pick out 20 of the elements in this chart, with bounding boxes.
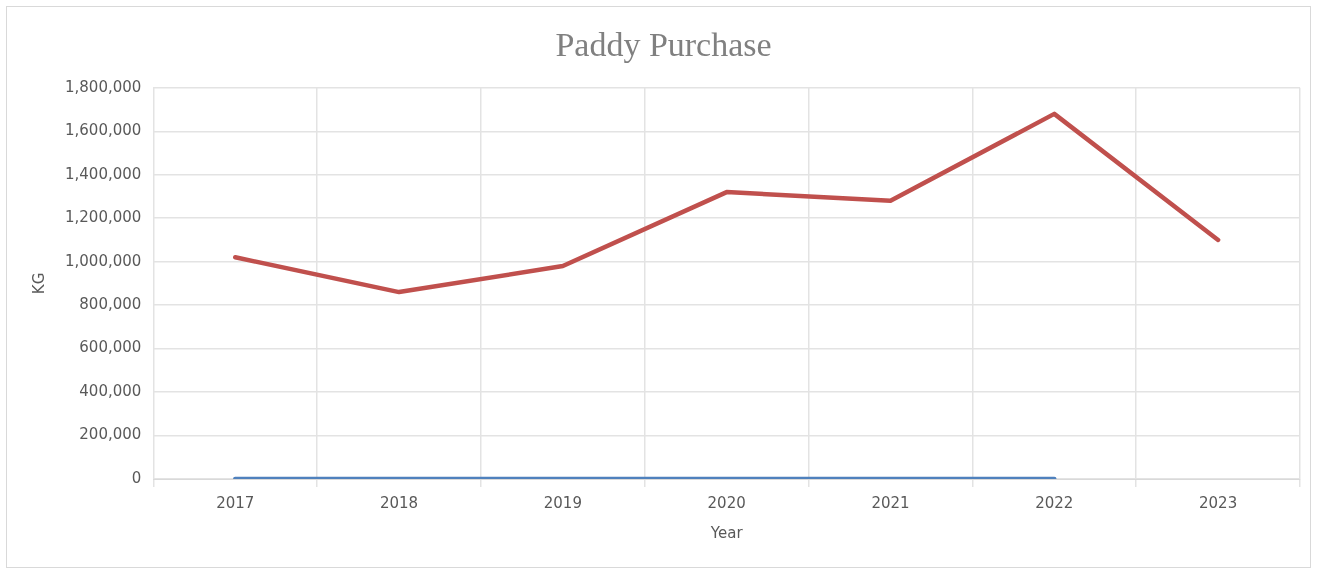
x-tick-label: 2020: [707, 493, 746, 512]
y-tick-label: 1,400,000: [65, 164, 142, 183]
x-tick-label: 2022: [1035, 493, 1074, 512]
x-tick-label: 2023: [1199, 493, 1238, 512]
y-tick-label: 400,000: [79, 381, 142, 400]
y-tick-label: 1,200,000: [65, 208, 142, 227]
x-tick-label: 2018: [379, 493, 419, 512]
x-tick-label: 2021: [871, 493, 910, 512]
y-axis-title: KG: [29, 272, 48, 295]
chart-title: Paddy Purchase: [555, 26, 772, 64]
y-tick-label: 1,000,000: [65, 251, 142, 270]
x-tick-label: 2019: [543, 493, 582, 512]
x-tick-label: 2017: [216, 493, 255, 512]
x-axis-title: Year: [709, 523, 744, 542]
y-tick-label: 200,000: [79, 425, 142, 444]
y-tick-label: 600,000: [79, 338, 142, 357]
y-tick-label: 1,800,000: [65, 77, 142, 96]
y-tick-label: 800,000: [79, 295, 142, 314]
y-tick-label: 1,600,000: [65, 121, 142, 140]
y-tick-label: 0: [131, 468, 142, 487]
